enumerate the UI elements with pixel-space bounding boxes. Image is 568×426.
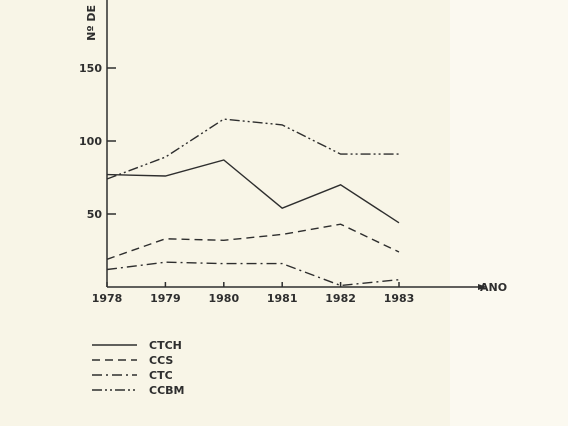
legend-label-ctch: CTCH	[149, 339, 182, 352]
y-tick-label: 150	[79, 62, 102, 75]
series-group	[106, 118, 400, 287]
scan-right-band	[450, 0, 568, 426]
x-axis-arrow-icon	[478, 284, 487, 290]
y-tick-label: 100	[79, 135, 102, 148]
x-tick-label: 1981	[267, 292, 298, 305]
y-tick-label: 50	[87, 208, 103, 221]
legend-label-ctc: CTC	[149, 369, 173, 382]
x-tick-label: 1979	[150, 292, 181, 305]
x-tick-label: 1980	[208, 292, 239, 305]
series-line-ccs	[106, 223, 400, 260]
x-tick-label: 1983	[384, 292, 415, 305]
series-line-ccbm	[106, 118, 399, 180]
legend-label-ccbm: CCBM	[149, 384, 184, 397]
axes: ANO Nº DE 50 100 150 1978 1979 1980 1981 1982 1983	[79, 0, 507, 305]
legend-label-ccs: CCS	[149, 354, 173, 367]
x-tick-label: 1982	[325, 292, 356, 305]
series-line-ctch	[106, 159, 400, 224]
series-line-ctc	[106, 261, 400, 287]
x-tick-label: 1978	[92, 292, 123, 305]
x-axis-label: ANO	[480, 281, 507, 294]
y-axis-label: Nº DE	[85, 5, 98, 41]
legend: CTCH CCS CTC CCBM	[92, 339, 184, 397]
